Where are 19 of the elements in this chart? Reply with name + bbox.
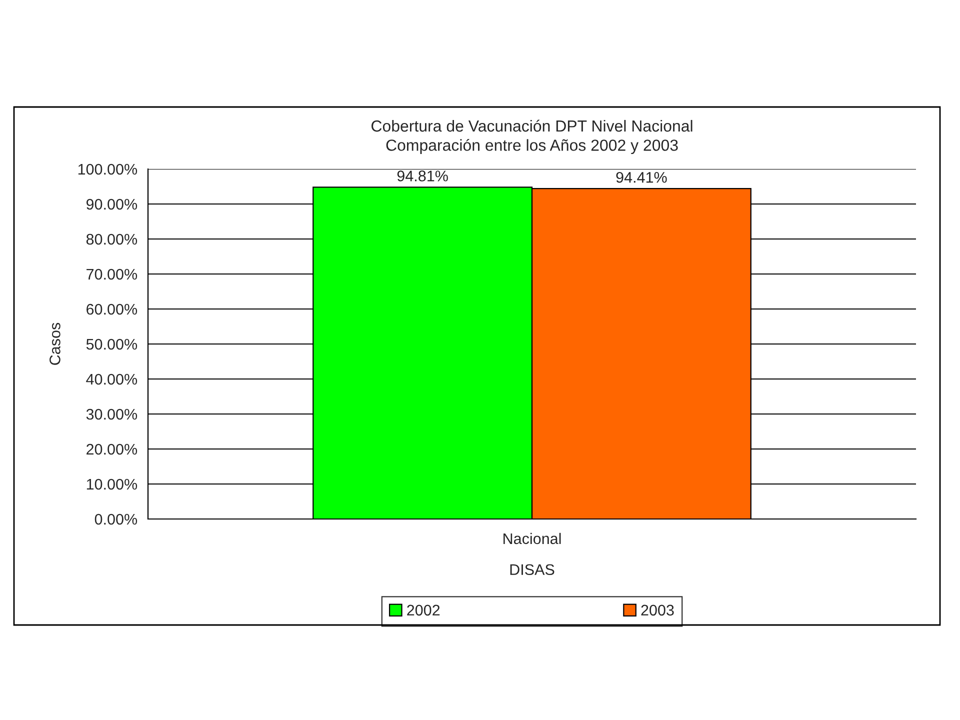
x-tick-label: Nacional	[504, 532, 561, 544]
y-axis-title: Casos	[50, 322, 60, 365]
y-tick-label: 70.00%	[86, 268, 138, 280]
y-tick-label: 60.00%	[86, 304, 138, 315]
chart-title: Cobertura de Vacunación DPT Nivel Nacional Comparación entre los Años 2002 y 2003	[372, 120, 692, 154]
legend-label: 2002	[407, 604, 440, 616]
y-tick-label: 50.00%	[86, 338, 138, 350]
y-tick-label: 30.00%	[86, 408, 138, 420]
y-tick-label: 90.00%	[86, 198, 138, 210]
y-tick-label: 40.00%	[86, 374, 138, 385]
y-tick-label: 0.00%	[94, 514, 138, 525]
x-axis-title: DISAS	[510, 564, 554, 576]
y-tick-label: 80.00%	[86, 234, 138, 245]
legend-label: 2003	[641, 604, 674, 616]
data-label: 94.81%	[397, 170, 448, 182]
data-label: 94.41%	[616, 172, 667, 183]
y-tick-label: 100.00%	[78, 164, 138, 175]
y-tick-label: 20.00%	[86, 444, 138, 455]
y-tick-label: 10.00%	[86, 478, 138, 490]
